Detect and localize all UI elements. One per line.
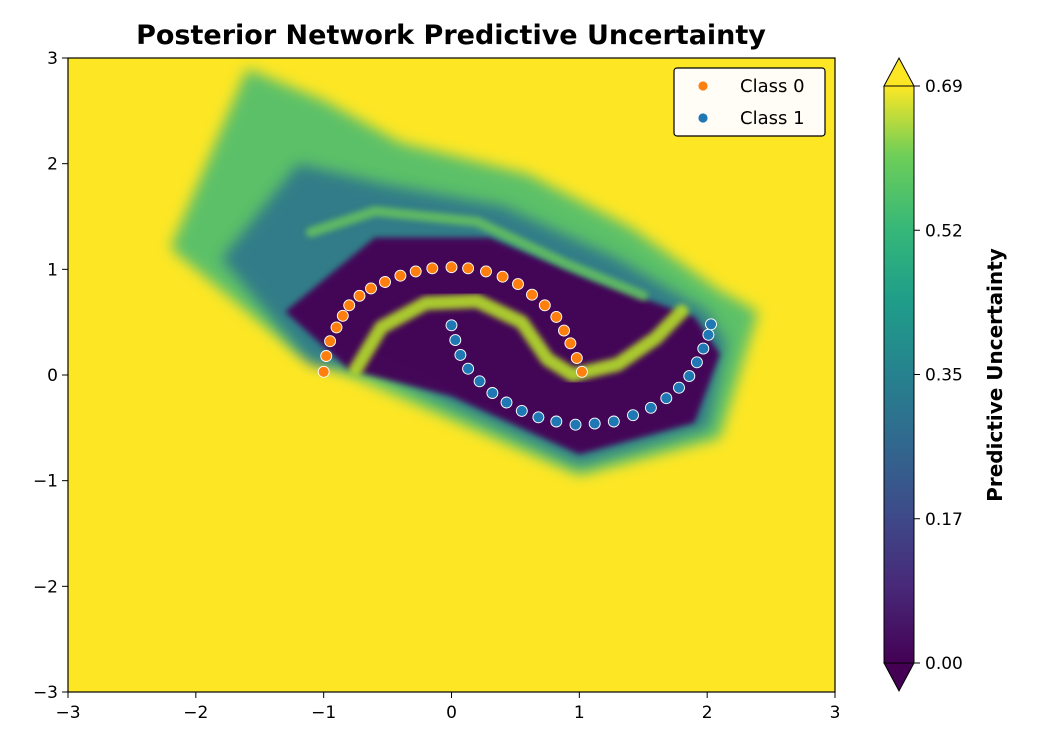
colorbar-tick-label: 0.00 bbox=[925, 654, 963, 674]
class1-point bbox=[660, 392, 673, 405]
class0-point bbox=[394, 269, 407, 282]
x-tick-label: 3 bbox=[830, 703, 841, 723]
class1-point bbox=[449, 334, 462, 347]
class1-point bbox=[702, 328, 715, 341]
class1-point bbox=[445, 319, 458, 332]
colorbar-tick-label: 0.52 bbox=[925, 221, 963, 241]
x-tick-label: 2 bbox=[702, 703, 713, 723]
class1-point bbox=[627, 409, 639, 422]
legend-marker-class0 bbox=[697, 80, 709, 92]
class1-point bbox=[462, 362, 475, 375]
class0-point bbox=[353, 289, 366, 302]
class1-point bbox=[690, 356, 703, 369]
class0-point bbox=[330, 321, 343, 334]
x-tick-label: −1 bbox=[311, 703, 336, 723]
y-tick-label: −1 bbox=[33, 472, 58, 492]
legend-label-class1: Class 1 bbox=[740, 108, 805, 129]
contour-inner bbox=[285, 237, 720, 455]
class1-point bbox=[473, 375, 486, 388]
class1-point bbox=[644, 401, 657, 414]
legend-box bbox=[673, 67, 826, 137]
class0-point bbox=[445, 261, 458, 274]
class0-point bbox=[538, 299, 551, 312]
class0-point bbox=[480, 265, 492, 278]
x-tick-label: 0 bbox=[446, 703, 457, 723]
x-axis: −3 −2 −1 0 1 2 3 bbox=[55, 692, 840, 723]
colorbar: 0.69 0.52 0.35 0.17 0.00 Predictive Uncertai… bbox=[883, 56, 1007, 693]
class0-point bbox=[409, 265, 422, 278]
class0-point bbox=[564, 337, 577, 350]
legend-label-class0: Class 0 bbox=[740, 76, 805, 97]
y-tick-label: −3 bbox=[33, 683, 58, 703]
y-tick-label: 1 bbox=[47, 260, 58, 280]
chart-title: Posterior Network Predictive Uncertainty bbox=[136, 20, 766, 51]
class1-point bbox=[550, 415, 563, 428]
class0-point bbox=[317, 365, 330, 378]
class0-point bbox=[496, 270, 509, 283]
class1-point bbox=[515, 404, 528, 417]
class0-point bbox=[558, 324, 570, 337]
class0-point bbox=[365, 282, 377, 295]
y-axis: 3 2 1 0 −1 −2 −3 bbox=[33, 49, 68, 703]
class0-point bbox=[575, 365, 588, 378]
y-tick-label: −2 bbox=[33, 577, 58, 597]
contour-ridge-upper bbox=[305, 206, 649, 301]
class0-point bbox=[550, 310, 563, 323]
legend-marker-class1 bbox=[697, 112, 709, 124]
colorbar-tick-label: 0.69 bbox=[925, 77, 963, 97]
contour-ridge bbox=[348, 294, 689, 382]
class0-point bbox=[379, 276, 391, 288]
class1-point bbox=[607, 415, 620, 428]
class0-point bbox=[512, 278, 524, 291]
class0-point bbox=[526, 288, 538, 301]
colorbar-tick-label: 0.17 bbox=[925, 510, 963, 530]
scatter-points bbox=[317, 261, 717, 431]
colorbar-ticks: 0.69 0.52 0.35 0.17 0.00 bbox=[914, 77, 963, 674]
class1-point bbox=[454, 348, 467, 361]
class1-point bbox=[673, 381, 685, 394]
plot-area bbox=[67, 57, 836, 693]
class1-point bbox=[705, 318, 717, 331]
class0-point bbox=[336, 309, 349, 322]
class1-point bbox=[500, 396, 513, 409]
class0-point bbox=[570, 352, 583, 365]
x-tick-label: −2 bbox=[183, 703, 208, 723]
x-tick-label: −3 bbox=[55, 703, 80, 723]
class1-point bbox=[588, 417, 601, 430]
x-tick-label: 1 bbox=[574, 703, 585, 723]
class0-point bbox=[426, 262, 439, 275]
class1-point bbox=[683, 370, 696, 383]
class1-point bbox=[697, 342, 710, 355]
class0-point bbox=[324, 335, 337, 348]
colorbar-extend-bottom bbox=[883, 662, 915, 693]
colorbar-label: Predictive Uncertainty bbox=[983, 248, 1007, 502]
legend: Class 0 Class 1 bbox=[673, 67, 826, 137]
class0-point bbox=[343, 299, 356, 312]
class1-point bbox=[486, 387, 499, 399]
y-tick-label: 2 bbox=[47, 155, 58, 175]
class1-point bbox=[569, 418, 582, 431]
class1-point bbox=[532, 411, 545, 424]
y-tick-label: 0 bbox=[47, 366, 58, 386]
colorbar-gradient bbox=[884, 86, 914, 663]
y-tick-label: 3 bbox=[47, 49, 58, 69]
colorbar-extend-top bbox=[883, 56, 915, 87]
colorbar-tick-label: 0.35 bbox=[925, 366, 963, 386]
class0-point bbox=[462, 262, 475, 275]
class0-point bbox=[320, 350, 333, 362]
